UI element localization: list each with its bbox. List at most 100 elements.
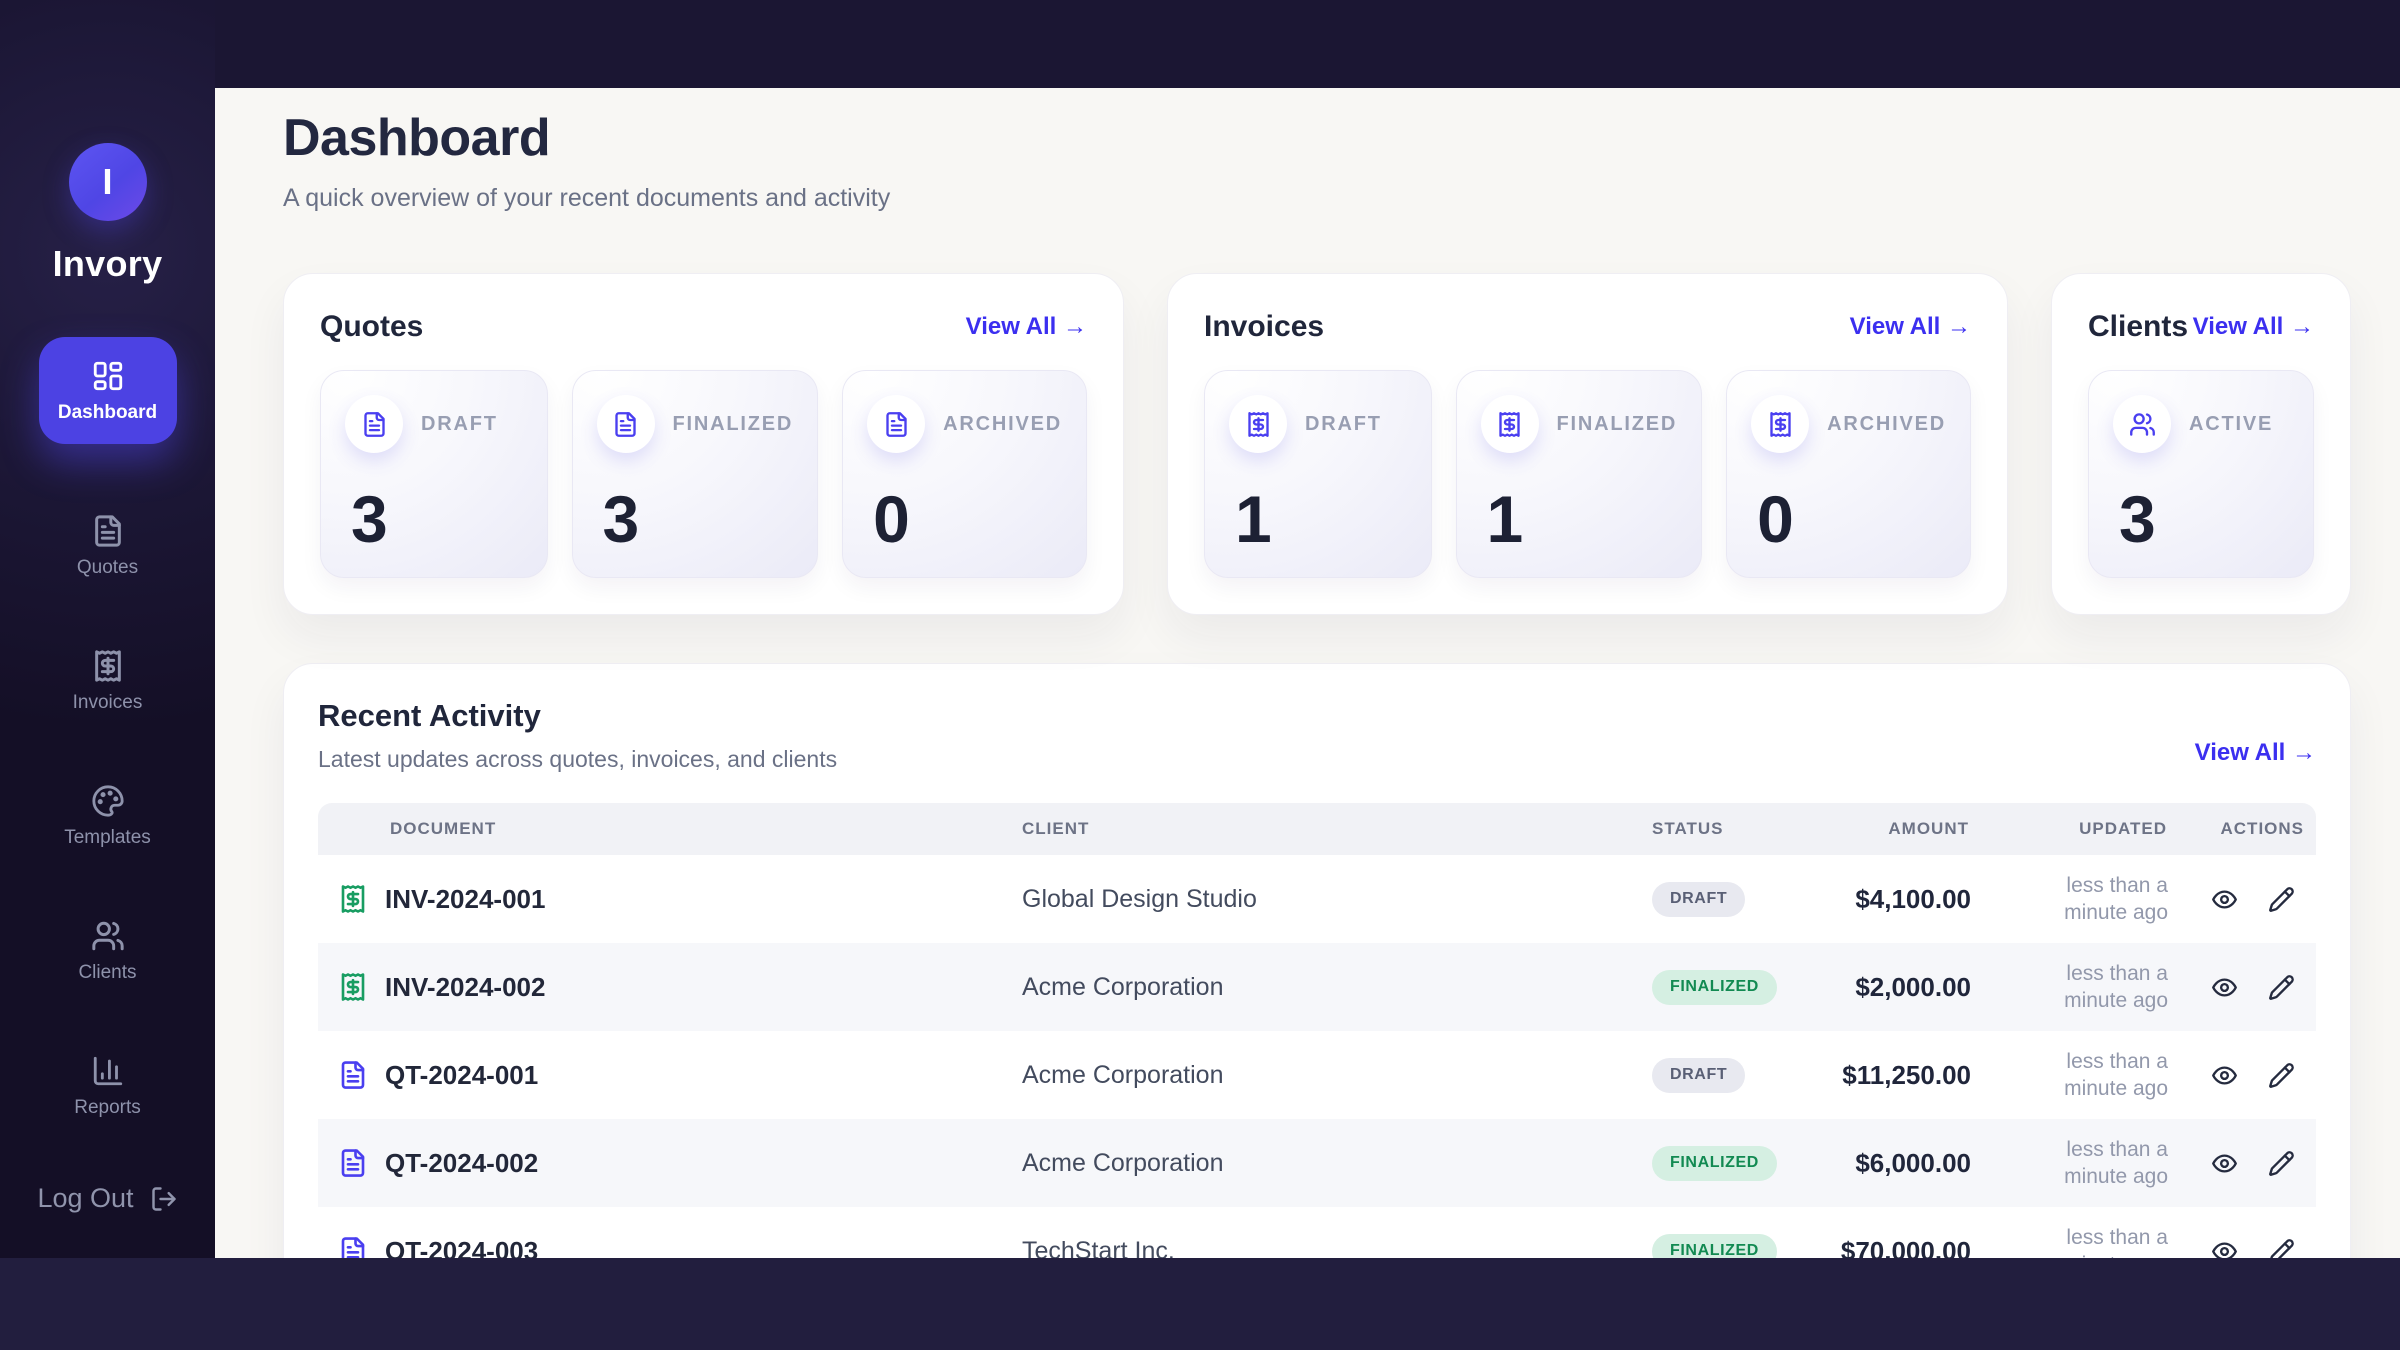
pencil-icon — [2268, 1238, 2295, 1258]
card-title: Quotes — [320, 310, 424, 343]
stat-tile: ACTIVE 3 — [2088, 370, 2314, 578]
status-badge: FINALIZED — [1652, 1145, 1777, 1181]
document-number: QT-2024-002 — [385, 1147, 539, 1178]
stat-value: 3 — [602, 482, 640, 557]
sidebar: I Invory Dashboard Quotes Invoices Templ… — [0, 0, 215, 1258]
edit-button[interactable] — [2268, 974, 2295, 1001]
amount: $70,000.00 — [1840, 1235, 1971, 1259]
page-subtitle: A quick overview of your recent document… — [283, 184, 891, 212]
table-row[interactable]: QT-2024-002 Acme Corporation FINALIZED $… — [318, 1119, 2316, 1207]
sidebar-item-quotes[interactable]: Quotes — [28, 514, 188, 579]
view-button[interactable] — [2211, 886, 2238, 913]
card-view-all-link[interactable]: View All → — [2192, 313, 2314, 340]
sidebar-item-label: Templates — [64, 827, 151, 848]
client-name: Acme Corporation — [1022, 1060, 1224, 1089]
users-icon — [91, 919, 125, 953]
updated-time: less than a minute ago — [2064, 1049, 2168, 1100]
recent-activity-card: Recent Activity Latest updates across qu… — [283, 663, 2351, 1258]
sidebar-item-label: Reports — [74, 1097, 141, 1118]
pencil-icon — [2268, 1062, 2295, 1089]
stat-tile: DRAFT 3 — [320, 370, 548, 578]
stat-value: 0 — [1757, 482, 1794, 557]
amount: $11,250.00 — [1842, 1059, 1971, 1090]
column-header-document: DOCUMENT — [390, 819, 497, 838]
sidebar-nav: Dashboard Quotes Invoices Templates Clie… — [0, 337, 215, 1119]
column-header-status: STATUS — [1652, 819, 1724, 838]
stat-tile: FINALIZED 1 — [1455, 370, 1703, 578]
stat-tile: DRAFT 1 — [1204, 370, 1432, 578]
card-view-all-link[interactable]: View All → — [965, 313, 1087, 340]
amount: $6,000.00 — [1855, 1147, 1971, 1178]
client-name: TechStart Inc. — [1022, 1236, 1175, 1259]
file-text-icon — [338, 1148, 368, 1178]
stat-value: 1 — [1486, 482, 1524, 557]
client-name: Acme Corporation — [1022, 972, 1224, 1001]
table-header-row: DOCUMENT CLIENT STATUS AMOUNT UPDATED AC… — [318, 803, 2316, 855]
column-header-amount: AMOUNT — [1888, 819, 1969, 838]
receipt-icon — [1480, 395, 1539, 453]
recent-activity-title: Recent Activity — [318, 698, 541, 733]
table-body: INV-2024-001 Global Design Studio DRAFT … — [318, 855, 2316, 1258]
edit-button[interactable] — [2268, 886, 2295, 913]
view-button[interactable] — [2211, 1062, 2238, 1089]
column-header-actions: ACTIONS — [2220, 819, 2304, 838]
status-badge: FINALIZED — [1652, 1233, 1777, 1258]
edit-button[interactable] — [2268, 1238, 2295, 1258]
amount: $2,000.00 — [1855, 971, 1971, 1002]
top-band — [215, 0, 2400, 88]
stat-label: ARCHIVED — [943, 412, 1062, 435]
receipt-icon — [1229, 395, 1287, 453]
pencil-icon — [2268, 1150, 2295, 1177]
card-title: Invoices — [1204, 310, 1325, 343]
receipt-icon — [338, 972, 368, 1002]
amount: $4,100.00 — [1855, 883, 1971, 914]
recent-activity-subtitle: Latest updates across quotes, invoices, … — [318, 746, 838, 772]
bottom-band — [0, 1258, 2400, 1350]
table-row[interactable]: QT-2024-001 Acme Corporation DRAFT $11,2… — [318, 1031, 2316, 1119]
view-button[interactable] — [2211, 1150, 2238, 1177]
eye-icon — [2211, 1150, 2238, 1177]
eye-icon — [2211, 1062, 2238, 1089]
sidebar-item-dashboard[interactable]: Dashboard — [38, 337, 177, 444]
recent-activity-view-all-link[interactable]: View All → — [2194, 739, 2316, 766]
status-badge: FINALIZED — [1652, 969, 1777, 1005]
table-row[interactable]: QT-2024-003 TechStart Inc. FINALIZED $70… — [318, 1207, 2316, 1258]
edit-button[interactable] — [2268, 1150, 2295, 1177]
summary-card-clients: Clients View All → ACTIVE 3 — [2051, 273, 2351, 615]
document-number: INV-2024-001 — [385, 883, 546, 914]
table-row[interactable]: INV-2024-001 Global Design Studio DRAFT … — [318, 855, 2316, 943]
stat-label: FINALIZED — [672, 412, 794, 435]
sidebar-item-clients[interactable]: Clients — [28, 919, 188, 984]
stat-tile: FINALIZED 3 — [571, 370, 819, 578]
edit-button[interactable] — [2268, 1062, 2295, 1089]
app-name: Invory — [52, 243, 163, 284]
file-text-icon — [338, 1060, 368, 1090]
view-button[interactable] — [2211, 1238, 2238, 1258]
stat-value: 1 — [1235, 482, 1272, 557]
sidebar-item-reports[interactable]: Reports — [28, 1054, 188, 1119]
stat-label: DRAFT — [1305, 412, 1382, 435]
users-icon — [2113, 395, 2171, 453]
logout-button[interactable]: Log Out — [37, 1183, 177, 1214]
stat-label: FINALIZED — [1556, 412, 1678, 435]
table-row[interactable]: INV-2024-002 Acme Corporation FINALIZED … — [318, 943, 2316, 1031]
file-text-icon — [91, 514, 125, 548]
page-title: Dashboard — [283, 109, 551, 167]
card-title: Clients — [2088, 310, 2189, 343]
client-name: Acme Corporation — [1022, 1148, 1224, 1177]
sidebar-item-label: Invoices — [72, 692, 143, 713]
logout-label: Log Out — [37, 1183, 134, 1213]
file-text-icon — [867, 395, 926, 453]
sidebar-item-invoices[interactable]: Invoices — [28, 649, 188, 714]
status-badge: DRAFT — [1652, 881, 1746, 917]
document-number: INV-2024-002 — [385, 971, 546, 1002]
view-button[interactable] — [2211, 974, 2238, 1001]
stat-tile: ARCHIVED 0 — [842, 370, 1087, 578]
file-text-icon — [338, 1236, 368, 1258]
column-header-updated: UPDATED — [2079, 819, 2167, 838]
layout-dashboard-icon — [91, 359, 125, 393]
file-text-icon — [596, 395, 655, 453]
column-header-client: CLIENT — [1022, 819, 1090, 838]
sidebar-item-templates[interactable]: Templates — [28, 784, 188, 849]
card-view-all-link[interactable]: View All → — [1849, 313, 1971, 340]
